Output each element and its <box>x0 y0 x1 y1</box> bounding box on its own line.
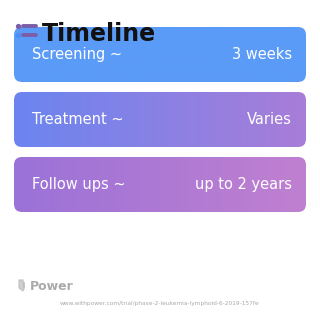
Polygon shape <box>19 280 24 291</box>
Text: Varies: Varies <box>247 112 292 127</box>
Text: Treatment ~: Treatment ~ <box>32 112 124 127</box>
Text: Power: Power <box>30 281 74 294</box>
Text: 3 weeks: 3 weeks <box>232 47 292 62</box>
Text: Timeline: Timeline <box>42 22 156 46</box>
Text: Screening ~: Screening ~ <box>32 47 122 62</box>
Text: www.withpower.com/trial/phase-2-leukemia-lymphoid-6-2019-157fe: www.withpower.com/trial/phase-2-leukemia… <box>60 301 260 306</box>
Text: up to 2 years: up to 2 years <box>195 177 292 192</box>
Text: Follow ups ~: Follow ups ~ <box>32 177 126 192</box>
